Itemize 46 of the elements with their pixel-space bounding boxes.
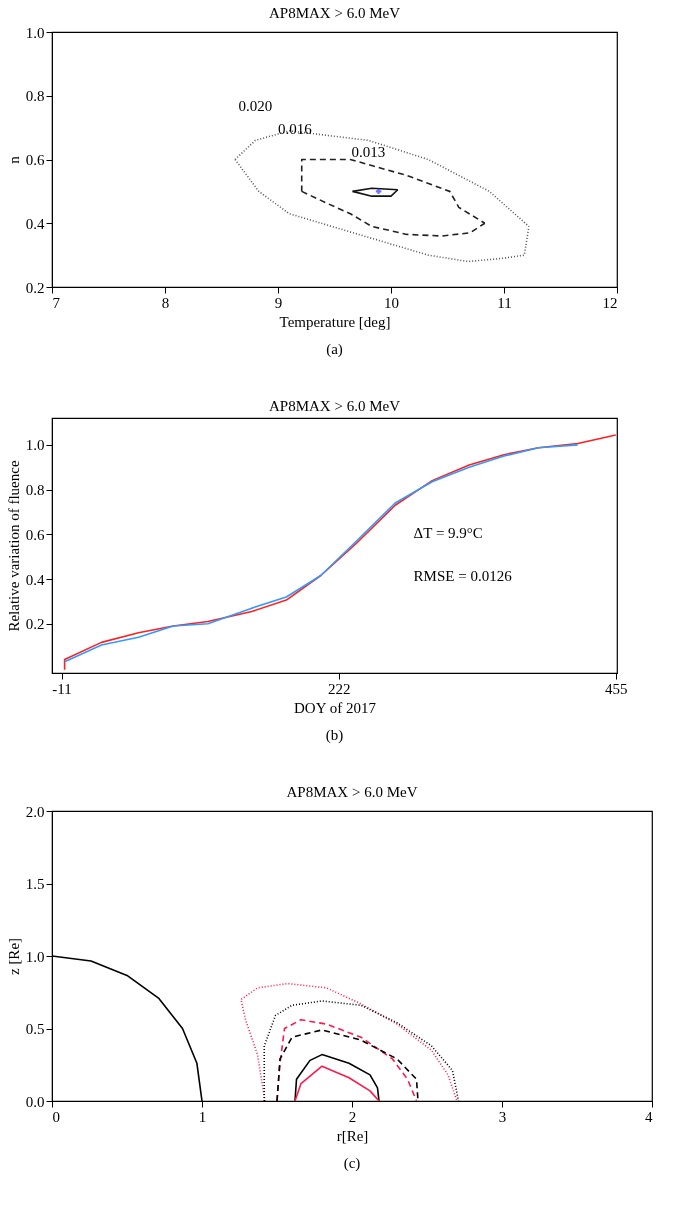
annotation: 0.013 [351, 143, 386, 160]
x-tick-label: 8 [161, 294, 170, 311]
y-tick-label: 0.2 [25, 616, 45, 633]
y-tick-label: 1.0 [25, 24, 45, 41]
chart-title: AP8MAX > 6.0 MeV [286, 784, 418, 800]
x-tick-label: 12 [602, 294, 618, 311]
x-axis-title: r[Re] [336, 1127, 369, 1144]
y-tick-label: 1.0 [25, 437, 45, 454]
x-tick-label: 222 [327, 680, 351, 697]
x-tick-label: 455 [605, 680, 628, 697]
x-tick-label: 4 [645, 1108, 653, 1125]
y-tick-label: 0.8 [25, 482, 45, 499]
x-tick-label: 1 [198, 1108, 207, 1125]
x-tick-label: 10 [384, 294, 399, 311]
x-tick-label: 0 [52, 1108, 60, 1125]
y-tick-label: 0.4 [25, 571, 45, 588]
text: (b) [325, 727, 344, 744]
chart-title: AP8MAX > 6.0 MeV [269, 398, 401, 414]
y-tick-label: 1.0 [25, 948, 45, 965]
text: (c) [343, 1155, 361, 1172]
y-tick-label: 0.5 [25, 1021, 45, 1037]
x-tick-label: -11 [52, 680, 72, 697]
x-axis-title: Temperature [deg] [279, 313, 391, 330]
x-tick-label: 9 [274, 294, 283, 311]
y-tick-label: 0.0 [25, 1093, 45, 1110]
x-tick-label: 11 [497, 294, 512, 311]
x-tick-label: 3 [498, 1108, 507, 1125]
x-axis-title: DOY of 2017 [294, 699, 377, 716]
y-tick-label: 0.8 [25, 88, 45, 105]
chart-title: AP8MAX > 6.0 MeV [269, 5, 401, 21]
x-tick-label: 7 [52, 294, 61, 311]
x-tick-label: 2 [348, 1108, 357, 1125]
y-tick-label: 0.2 [25, 279, 45, 296]
y-tick-label: 0.6 [25, 526, 45, 543]
y-tick-label: 1.5 [25, 876, 45, 892]
y-axis-title: n [5, 155, 22, 164]
annotation: 0.020 [238, 97, 273, 114]
y-axis-title: Relative variation of fluence [5, 460, 22, 632]
y-axis-title: z [Re] [5, 937, 22, 976]
y-tick-label: 2.0 [25, 803, 45, 820]
annotation: 0.016 [278, 120, 313, 137]
y-tick-label: 0.4 [25, 215, 45, 232]
annotation: ΔT = 9.9°C [413, 524, 483, 541]
annotation: RMSE = 0.0126 [413, 568, 513, 585]
y-tick-label: 0.6 [25, 152, 45, 168]
text: (a) [326, 341, 343, 358]
